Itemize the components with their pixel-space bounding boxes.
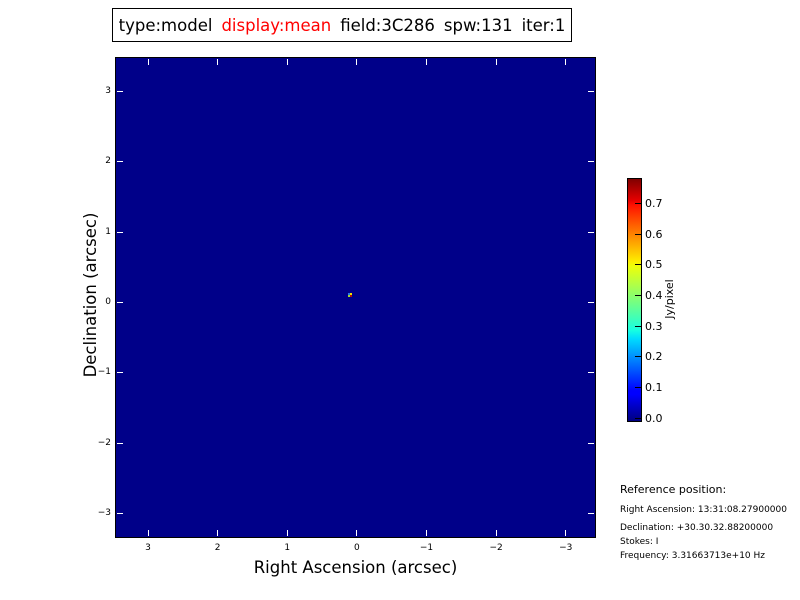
title-segment: field:3C286 [340, 15, 435, 35]
reference-frequency: Frequency: 3.31663713e+10 Hz [620, 551, 766, 561]
y-tick-mark [117, 161, 123, 163]
colorbar-tick-label: 0.2 [645, 350, 663, 364]
y-tick-mark [117, 231, 123, 233]
colorbar-tick-mark [635, 264, 641, 266]
y-tick-label: 2 [105, 156, 111, 167]
y-tick-label: 1 [105, 226, 111, 237]
y-tick-label: 3 [105, 85, 111, 96]
point-source-pixel [347, 294, 350, 297]
reference-declination: Declination: +30.30.32.88200000 [620, 522, 774, 533]
colorbar-tick-label: 0.3 [645, 319, 663, 333]
y-tick-mark [588, 442, 594, 444]
colorbar [627, 178, 642, 422]
x-tick-mark [286, 59, 288, 65]
title-segment: type:model [118, 15, 213, 35]
y-tick-mark [588, 161, 594, 163]
y-tick-mark [117, 302, 123, 304]
x-tick-mark [426, 530, 427, 536]
plot-area [115, 57, 596, 538]
colorbar-tick-label: 0.0 [645, 411, 663, 425]
point-source-pixel [349, 292, 352, 295]
x-tick-mark [217, 530, 219, 536]
x-tick-mark [356, 59, 358, 65]
title-segment: spw:131 [443, 15, 513, 35]
x-tick-mark [565, 59, 567, 65]
reference-heading: Reference position: [620, 482, 727, 496]
x-tick-label: 0 [354, 542, 360, 553]
title-segment: iter:1 [521, 15, 566, 35]
x-tick-label: −3 [559, 542, 573, 553]
x-tick-mark [217, 59, 219, 65]
reference-right-ascension: Right Ascension: 13:31:08.27900000 [620, 504, 787, 515]
point-source-pixel [350, 294, 353, 297]
y-tick-mark [117, 513, 123, 515]
x-tick-mark [356, 530, 358, 536]
y-tick-mark [588, 302, 594, 304]
colorbar-tick-mark [635, 294, 641, 296]
y-tick-mark [588, 90, 594, 92]
y-tick-label: 0 [105, 297, 111, 308]
y-tick-mark [588, 372, 594, 374]
colorbar-tick-mark [635, 233, 641, 235]
x-axis-label: Right Ascension (arcsec) [253, 558, 458, 577]
x-tick-mark [495, 530, 497, 536]
y-tick-mark [117, 90, 123, 92]
colorbar-axis-label: Jy/pixel [663, 279, 676, 319]
colorbar-tick-mark [635, 417, 641, 419]
x-tick-label: 2 [214, 542, 221, 553]
y-tick-label: −2 [97, 437, 111, 448]
y-tick-label: −1 [97, 367, 111, 378]
colorbar-tick-label: 0.5 [645, 258, 663, 272]
x-tick-label: −1 [419, 542, 434, 553]
x-tick-label: −2 [489, 542, 503, 553]
x-tick-mark [565, 530, 567, 536]
y-tick-label: −3 [97, 508, 111, 519]
x-tick-mark [426, 59, 427, 65]
point-source-pixel [347, 292, 350, 295]
colorbar-tick-mark [635, 386, 641, 388]
y-tick-mark [588, 513, 594, 515]
plot-title: type:model display:mean field:3C286 spw:131… [112, 8, 572, 42]
colorbar-tick-label: 0.7 [645, 196, 663, 210]
reference-stokes: Stokes: I [620, 536, 659, 547]
x-tick-mark [147, 530, 149, 536]
x-tick-mark [147, 59, 149, 65]
x-tick-label: 3 [145, 542, 151, 553]
x-tick-label: 1 [284, 542, 291, 553]
colorbar-tick-mark [635, 325, 641, 327]
colorbar-tick-label: 0.4 [645, 288, 663, 302]
colorbar-tick-mark [635, 202, 641, 204]
y-axis-label: Declination (arcsec) [81, 212, 100, 378]
colorbar-tick-label: 0.6 [645, 227, 663, 241]
colorbar-tick-label: 0.1 [645, 380, 663, 394]
y-tick-mark [117, 372, 123, 374]
colorbar-tick-mark [635, 356, 641, 358]
x-tick-mark [495, 59, 497, 65]
y-tick-mark [588, 231, 594, 233]
title-segment: display:mean [221, 15, 332, 35]
y-tick-mark [117, 442, 123, 444]
x-tick-mark [286, 530, 288, 536]
